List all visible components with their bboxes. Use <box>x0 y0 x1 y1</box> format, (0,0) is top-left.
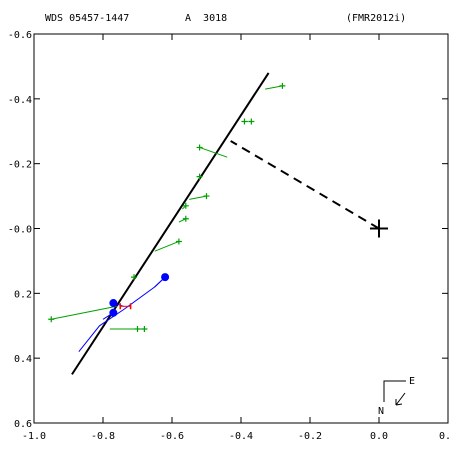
green-cross-residual <box>154 241 180 252</box>
blue-dot-point <box>109 308 118 317</box>
green-cross-point <box>182 215 189 222</box>
x-tick-label: -1.0 <box>22 431 46 442</box>
y-tick-label: 0.4 <box>14 354 32 365</box>
axis-ticks <box>33 33 449 424</box>
green-cross-point <box>279 82 286 89</box>
x-tick-label: -0.8 <box>91 431 115 442</box>
blue-dot-point <box>109 299 118 308</box>
y-tick-label: -0.0 <box>8 225 32 236</box>
green-cross-point <box>196 173 203 180</box>
orbit-line <box>71 72 270 375</box>
y-tick-label: -0.4 <box>8 95 32 106</box>
blue-dot-connector <box>78 276 166 353</box>
red-mark-point <box>119 303 132 310</box>
title-reference: (FMR2012i) <box>346 13 406 24</box>
y-tick-label: 0.6 <box>14 419 32 430</box>
green-cross-point <box>196 144 203 151</box>
green-cross-residual <box>51 305 117 320</box>
x-tick-label: -0.4 <box>229 431 253 442</box>
primary-star-cross <box>370 219 388 238</box>
axis-tick-labels: -1.0 -0.8 -0.6 -0.4 -0.2 0.0 0.2 -0.6 -0.4 -0.2 -0… <box>8 30 450 442</box>
periastron-line <box>230 140 380 230</box>
x-tick-label: -0.2 <box>298 431 322 442</box>
compass-axes <box>383 380 406 402</box>
blue-dot-point <box>161 273 170 282</box>
green-cross-point <box>141 325 148 332</box>
orientation-compass: NE <box>378 376 415 417</box>
green-cross-point <box>175 238 182 245</box>
green-cross-point <box>203 193 210 200</box>
x-tick-label: 0.2 <box>439 431 450 442</box>
y-tick-label: -0.6 <box>8 30 32 41</box>
orbit-layer <box>71 72 380 375</box>
green-cross-point <box>241 118 248 125</box>
primary-star-layer <box>370 219 388 238</box>
compass-motion-arrow <box>395 392 406 406</box>
green-cross-residual <box>199 146 228 158</box>
green-cross-point <box>248 118 255 125</box>
y-tick-label: -0.2 <box>8 160 32 171</box>
x-tick-label: -0.6 <box>160 431 184 442</box>
green-cross-point <box>48 316 55 323</box>
title-discoverer: A 3018 <box>185 13 227 24</box>
compass-north-label: N <box>378 406 384 417</box>
title-wds-id: WDS 05457-1447 <box>45 13 129 24</box>
green-cross-point <box>182 202 189 209</box>
green-cross-point <box>131 274 138 281</box>
y-tick-label: 0.2 <box>14 289 32 300</box>
x-tick-label: 0.0 <box>370 431 388 442</box>
compass-east-label: E <box>409 376 415 387</box>
observation-marks <box>48 82 286 353</box>
